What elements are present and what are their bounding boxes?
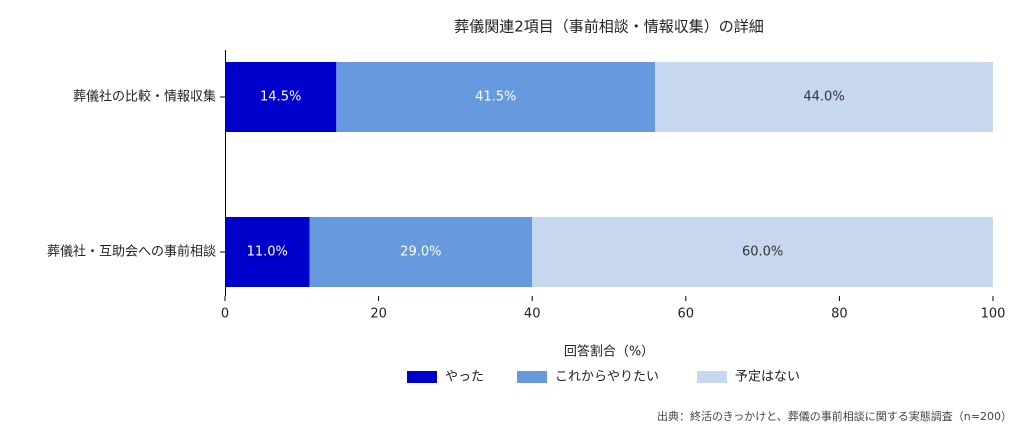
x-tick-label: 100 <box>981 307 1006 322</box>
legend-swatch <box>697 371 727 383</box>
data-label: 41.5% <box>475 90 516 105</box>
legend-label: 予定はない <box>735 370 800 385</box>
bar-segment <box>225 62 337 132</box>
legend-swatch <box>517 371 547 383</box>
x-tick-label: 20 <box>370 307 387 322</box>
y-tick-label: 葬儀社・互助会への事前相談 <box>47 244 216 260</box>
bar-segment <box>336 62 656 132</box>
data-label: 11.0% <box>247 245 288 260</box>
bar-segment <box>309 217 533 287</box>
chart-title: 葬儀関連2項目（事前相談・情報収集）の詳細 <box>454 18 764 36</box>
data-label: 60.0% <box>742 245 783 260</box>
x-tick-label: 40 <box>524 307 541 322</box>
bar-segment <box>532 217 993 287</box>
legend-swatch <box>407 371 437 383</box>
source-note: 出典：終活のきっかけと、葬儀の事前相談に関する実態調査（n=200） <box>657 409 1012 423</box>
bar-segment <box>655 62 993 132</box>
x-axis-label: 回答割合（%） <box>564 344 654 360</box>
x-tick-label: 0 <box>221 307 229 322</box>
legend-label: やった <box>445 370 484 385</box>
data-label: 29.0% <box>400 245 441 260</box>
bar-segment <box>225 217 310 287</box>
x-tick-label: 60 <box>678 307 695 322</box>
x-tick-label: 80 <box>831 307 848 322</box>
legend-label: これからやりたい <box>555 370 659 385</box>
data-label: 14.5% <box>260 90 301 105</box>
data-label: 44.0% <box>803 90 844 105</box>
y-tick-label: 葬儀社の比較・情報収集 <box>73 89 216 105</box>
